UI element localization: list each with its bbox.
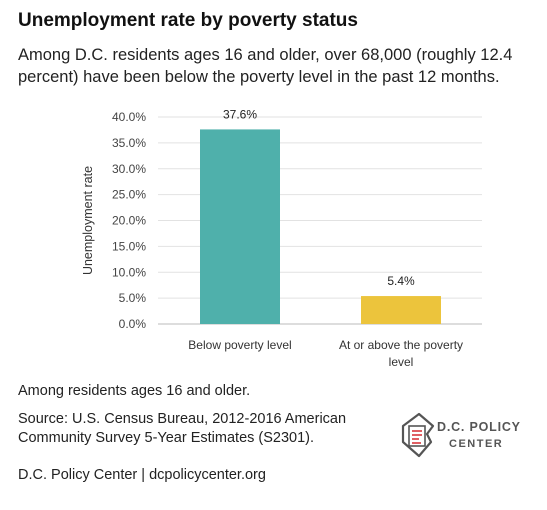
y-tick-label: 10.0%: [112, 265, 146, 279]
y-tick-label: 25.0%: [112, 188, 146, 202]
y-tick-label: 35.0%: [112, 136, 146, 150]
chart-subtitle: Among D.C. residents ages 16 and older, …: [18, 46, 513, 86]
data-labels: 37.6% 5.4%: [223, 107, 415, 288]
x-axis-categories: Below poverty level At or above the pover…: [188, 338, 463, 369]
bar: [361, 296, 441, 324]
y-tick-label: 30.0%: [112, 162, 146, 176]
y-axis-label: Unemployment rate: [81, 166, 95, 275]
dc-map-document-icon: [401, 412, 435, 458]
data-label: 5.4%: [387, 274, 415, 288]
x-category-label: Below poverty level: [188, 338, 291, 352]
bar: [200, 129, 280, 324]
logo-line1: D.C. POLICY: [437, 420, 521, 434]
y-tick-label: 40.0%: [112, 110, 146, 124]
y-tick-label: 5.0%: [119, 291, 147, 305]
bar-chart: 0.0% 5.0% 10.0% 15.0% 20.0% 25.0% 30.0% 35.0% 40…: [81, 107, 482, 369]
y-tick-label: 20.0%: [112, 214, 146, 228]
y-tick-label: 15.0%: [112, 239, 146, 253]
source-note: Source: U.S. Census Bureau, 2012-2016 Am…: [18, 411, 347, 446]
data-label: 37.6%: [223, 107, 257, 121]
bars: [200, 129, 441, 324]
y-axis-ticks: 0.0% 5.0% 10.0% 15.0% 20.0% 25.0% 30.0% 35.0% 40…: [112, 110, 146, 331]
logo-line2: CENTER: [449, 438, 504, 450]
x-category-label: At or above the poverty level: [339, 338, 463, 369]
population-note: Among residents ages 16 and older.: [18, 383, 251, 399]
chart-title: Unemployment rate by poverty status: [18, 10, 358, 31]
dc-policy-center-logo: D.C. POLICY CENTER: [397, 410, 532, 460]
y-tick-label: 0.0%: [119, 317, 147, 331]
footer-credit: D.C. Policy Center | dcpolicycenter.org: [18, 467, 266, 483]
